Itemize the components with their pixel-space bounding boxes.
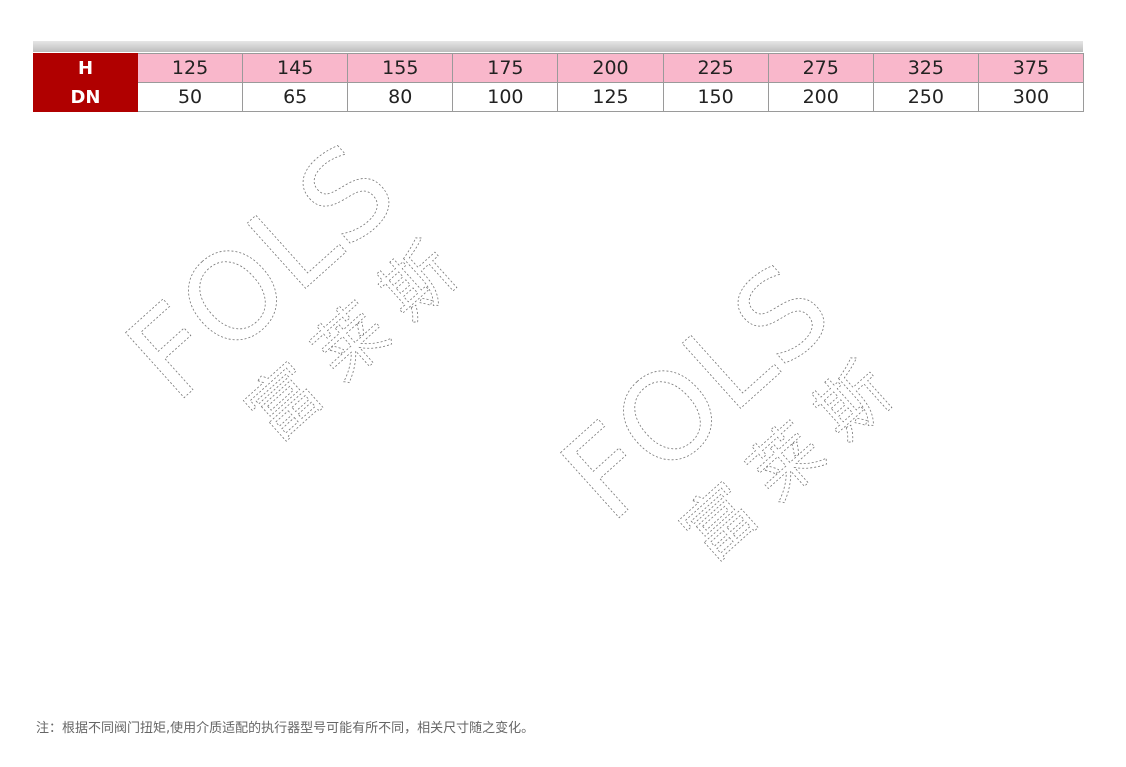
table-cell: 250 [872, 82, 979, 112]
table-row: DN 50 65 80 100 125 150 200 250 300 [33, 82, 1085, 112]
row-header: DN [33, 82, 138, 112]
row-header: H [33, 53, 138, 83]
svg-text:富莱斯: 富莱斯 [231, 215, 487, 457]
svg-text:FOLS: FOLS [537, 239, 858, 547]
table-cell: 145 [242, 53, 349, 83]
table-cell: 80 [347, 82, 454, 112]
table-cell: 65 [242, 82, 349, 112]
table-cell: 125 [136, 53, 244, 83]
svg-text:FOLS: FOLS [102, 119, 423, 427]
table-cell: 100 [452, 82, 559, 112]
table-cell: 50 [136, 82, 244, 112]
table-cell: 200 [767, 82, 874, 112]
table-cell: 375 [977, 53, 1085, 83]
dimension-table: H 125 145 155 175 200 225 275 325 375 DN 50 65 80 100 1… [33, 53, 1085, 112]
table-cell: 325 [872, 53, 979, 83]
svg-text:富莱斯: 富莱斯 [666, 335, 922, 577]
footnote: 注：根据不同阀门扭矩,使用介质适配的执行器型号可能有所不同，相关尺寸随之变化。 [36, 721, 535, 736]
table-cell: 275 [767, 53, 874, 83]
table-cell: 200 [557, 53, 664, 83]
header-bar [33, 41, 1083, 52]
table-cell: 125 [557, 82, 664, 112]
table-cell: 150 [662, 82, 769, 112]
table-cell: 300 [977, 82, 1085, 112]
table-cell: 155 [347, 53, 454, 83]
table-cell: 175 [452, 53, 559, 83]
table-cell: 225 [662, 53, 769, 83]
table-row: H 125 145 155 175 200 225 275 325 375 [33, 53, 1085, 83]
